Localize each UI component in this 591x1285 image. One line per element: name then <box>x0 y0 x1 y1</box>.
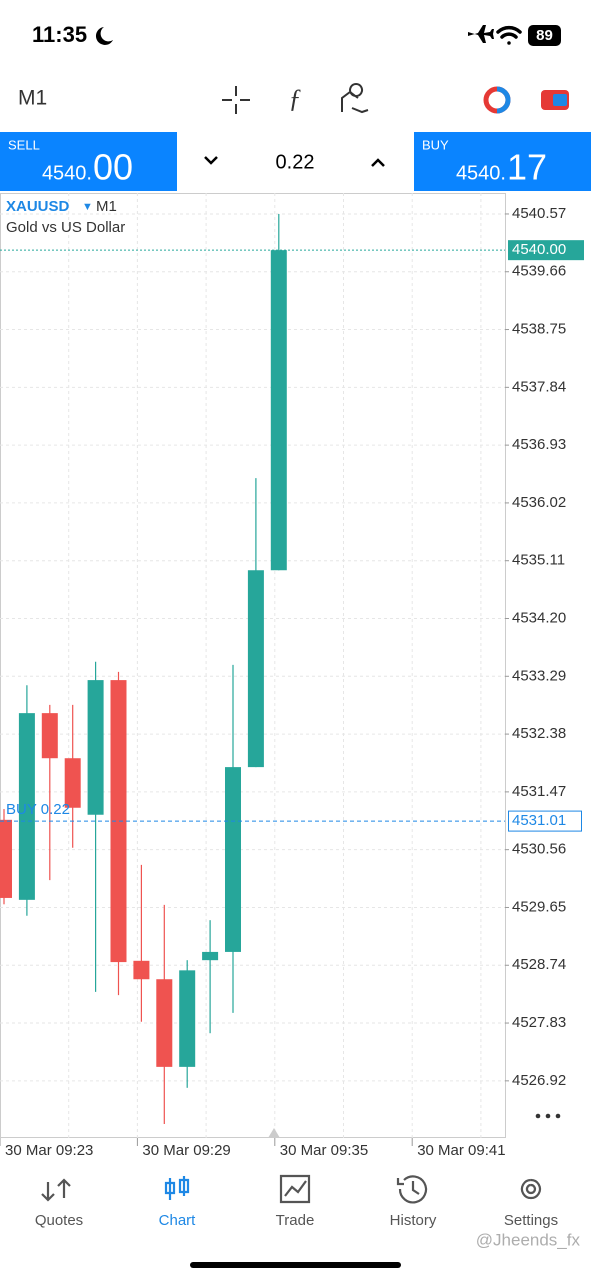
y-tick-label: 4531.47 <box>512 783 566 800</box>
indicators-icon[interactable]: ƒ <box>289 84 302 113</box>
scroll-marker <box>268 1128 280 1138</box>
buy-button[interactable] <box>414 132 591 191</box>
candle-body <box>133 960 150 980</box>
y-tick-label: 4528.74 <box>512 956 566 973</box>
wifi-icon <box>496 25 522 45</box>
sell-button[interactable] <box>0 132 177 191</box>
position-price-box <box>508 810 582 832</box>
nav-label[interactable]: Settings <box>504 1212 558 1229</box>
x-tick-label: 30 Mar 09:23 <box>5 1142 93 1159</box>
symbol-dropdown[interactable]: ▼ <box>82 201 93 213</box>
candle-body <box>18 713 35 900</box>
candle-body <box>270 250 287 571</box>
nav-icon[interactable] <box>520 1178 542 1200</box>
status-time: 11:35 <box>32 22 87 47</box>
candle-body <box>41 713 58 759</box>
y-tick-label: 4534.20 <box>512 609 566 626</box>
current-price-box <box>508 240 584 261</box>
crosshair-icon[interactable] <box>222 86 250 114</box>
symbol-description: Gold vs US Dollar <box>6 219 125 236</box>
y-tick-label: 4539.66 <box>512 263 566 280</box>
volume-up[interactable] <box>371 158 385 167</box>
sell-price-main: 4540. <box>42 162 92 184</box>
buy-label: BUY <box>422 137 449 152</box>
candle-body <box>64 758 81 808</box>
nav-icon[interactable] <box>164 1176 190 1200</box>
airplane-icon <box>468 25 494 43</box>
y-tick-label: 4532.38 <box>512 725 566 742</box>
sell-price-big: 00 <box>93 147 133 188</box>
volume[interactable]: 0.22 <box>276 151 315 173</box>
plot: 4540.00 BUY 0.22 4531.01 <box>0 213 584 1125</box>
grid: 4540.57 4539.66 4538.75 4537.84 4536.93 4536.… <box>0 193 566 1159</box>
y-tick-label: 4527.83 <box>512 1014 566 1031</box>
battery-level: 89 <box>536 27 553 44</box>
chart-timeframe: M1 <box>96 198 117 215</box>
y-tick-label: 4526.92 <box>512 1072 566 1089</box>
timeframe-button[interactable]: M1 <box>18 87 47 110</box>
volume-down[interactable] <box>204 156 218 165</box>
y-tick-label: 4536.02 <box>512 494 566 511</box>
y-tick-label: 4538.75 <box>512 321 566 338</box>
nav-icon[interactable] <box>396 1175 428 1204</box>
chart-frame <box>0 193 506 1138</box>
bottom-nav: Quotes Chart Trade History Settings <box>35 1174 558 1229</box>
current-price-label: 4540.00 <box>512 241 566 258</box>
trading-icon-part <box>496 86 511 114</box>
y-tick-label: 4529.65 <box>512 898 566 915</box>
candle-body <box>179 970 196 1067</box>
position-label: BUY 0.22 <box>6 801 70 818</box>
candle-body <box>202 951 219 961</box>
position-price-label: 4531.01 <box>512 812 566 829</box>
y-tick-label: 4536.93 <box>512 436 566 453</box>
more-dot[interactable] <box>535 1113 541 1119</box>
more-dot[interactable] <box>555 1113 561 1119</box>
watermark: @Jheends_fx <box>476 1230 581 1249</box>
x-tick-label: 30 Mar 09:35 <box>280 1142 368 1159</box>
x-tick-label: 30 Mar 09:41 <box>417 1142 505 1159</box>
buy-price-main: 4540. <box>456 162 506 184</box>
y-tick-label: 4530.56 <box>512 841 566 858</box>
nav-icon[interactable] <box>41 1178 71 1202</box>
symbol: XAUUSD <box>6 198 70 215</box>
y-tick-label: 4533.29 <box>512 667 566 684</box>
candle-body <box>225 767 241 952</box>
objects-icon[interactable] <box>341 83 369 114</box>
nav-label[interactable]: Quotes <box>35 1212 83 1229</box>
sell-label: SELL <box>8 137 40 152</box>
candle-body <box>87 680 104 815</box>
buy-price-big: 17 <box>507 147 547 188</box>
more-dot[interactable] <box>545 1113 551 1119</box>
battery <box>528 25 561 46</box>
moon-icon <box>95 27 113 45</box>
candle-body <box>110 680 127 963</box>
y-tick-label: 4540.57 <box>512 205 566 222</box>
one-click-icon-part <box>553 94 567 106</box>
y-tick-label: 4535.11 <box>512 552 565 569</box>
candle-body <box>247 570 264 768</box>
nav-label[interactable]: Trade <box>276 1212 315 1229</box>
y-tick-label: 4537.84 <box>512 378 566 395</box>
home-indicator <box>190 1262 401 1268</box>
candle-body <box>0 819 12 898</box>
x-tick-label: 30 Mar 09:29 <box>142 1142 230 1159</box>
candle-body <box>156 979 173 1067</box>
nav-label[interactable]: History <box>390 1212 437 1229</box>
nav-icon[interactable] <box>279 1174 311 1204</box>
nav-label[interactable]: Chart <box>159 1212 197 1229</box>
